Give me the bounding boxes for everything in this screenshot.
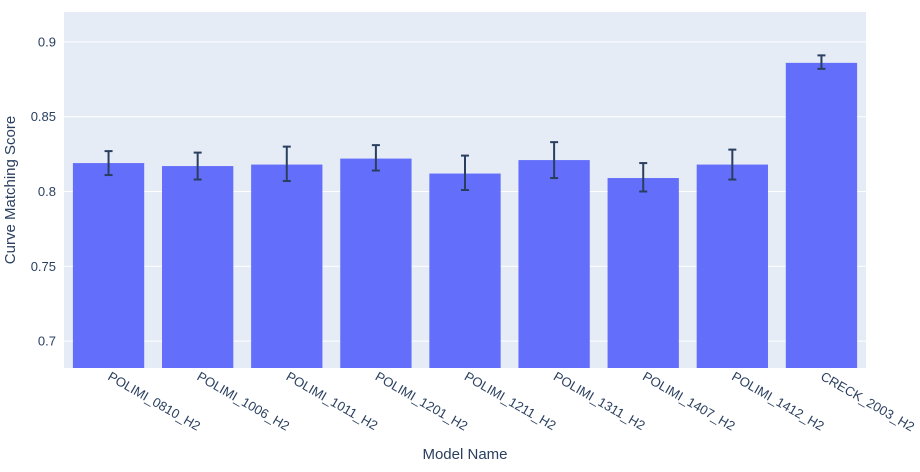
y-axis-title: Curve Matching Score: [2, 116, 19, 264]
x-axis-ticks: POLIMI_0810_H2POLIMI_1006_H2POLIMI_1011_…: [105, 369, 917, 435]
bar-polimi-1311-h2[interactable]: [518, 160, 590, 368]
x-tick-label: CRECK_2003_H2: [818, 369, 917, 435]
x-tick-label: POLIMI_1311_H2: [551, 369, 648, 434]
x-tick-label: POLIMI_0810_H2: [105, 369, 203, 434]
error-bar: [282, 145, 291, 183]
y-tick-label: 0.8: [38, 184, 56, 199]
error-bar: [639, 162, 648, 193]
y-tick-label: 0.75: [31, 259, 56, 274]
y-tick-label: 0.9: [38, 34, 56, 49]
bar-polimi-1201-h2[interactable]: [340, 158, 412, 368]
bar-polimi-1412-h2[interactable]: [696, 164, 768, 368]
error-bar: [550, 141, 559, 180]
x-tick-label: POLIMI_1211_H2: [462, 369, 559, 434]
y-tick-label: 0.85: [31, 109, 56, 124]
x-tick-label: POLIMI_1412_H2: [729, 369, 827, 434]
error-bar: [371, 144, 380, 172]
bars: [72, 62, 858, 368]
bar-polimi-1211-h2[interactable]: [429, 173, 501, 368]
bar-polimi-1011-h2[interactable]: [251, 164, 323, 368]
error-bar: [461, 154, 469, 191]
error-bar: [193, 151, 202, 181]
bar-polimi-0810-h2[interactable]: [72, 163, 145, 368]
x-tick-label: POLIMI_1201_H2: [373, 369, 471, 434]
error-bar: [104, 150, 113, 177]
x-tick-label: POLIMI_1011_H2: [284, 369, 381, 434]
bar-polimi-1006-h2[interactable]: [162, 166, 234, 368]
x-tick-label: POLIMI_1407_H2: [640, 369, 738, 434]
y-axis-ticks: 0.7 0.75 0.8 0.85 0.9: [31, 34, 56, 348]
y-tick-label: 0.7: [38, 334, 56, 349]
error-bar: [817, 54, 826, 70]
x-tick-label: POLIMI_1006_H2: [195, 369, 293, 434]
bar-polimi-1407-h2[interactable]: [607, 178, 679, 368]
x-axis-title: Model Name: [422, 446, 507, 463]
bar-creck-2003-h2[interactable]: [785, 62, 858, 368]
error-bars: [104, 54, 826, 193]
error-bar: [728, 148, 737, 181]
